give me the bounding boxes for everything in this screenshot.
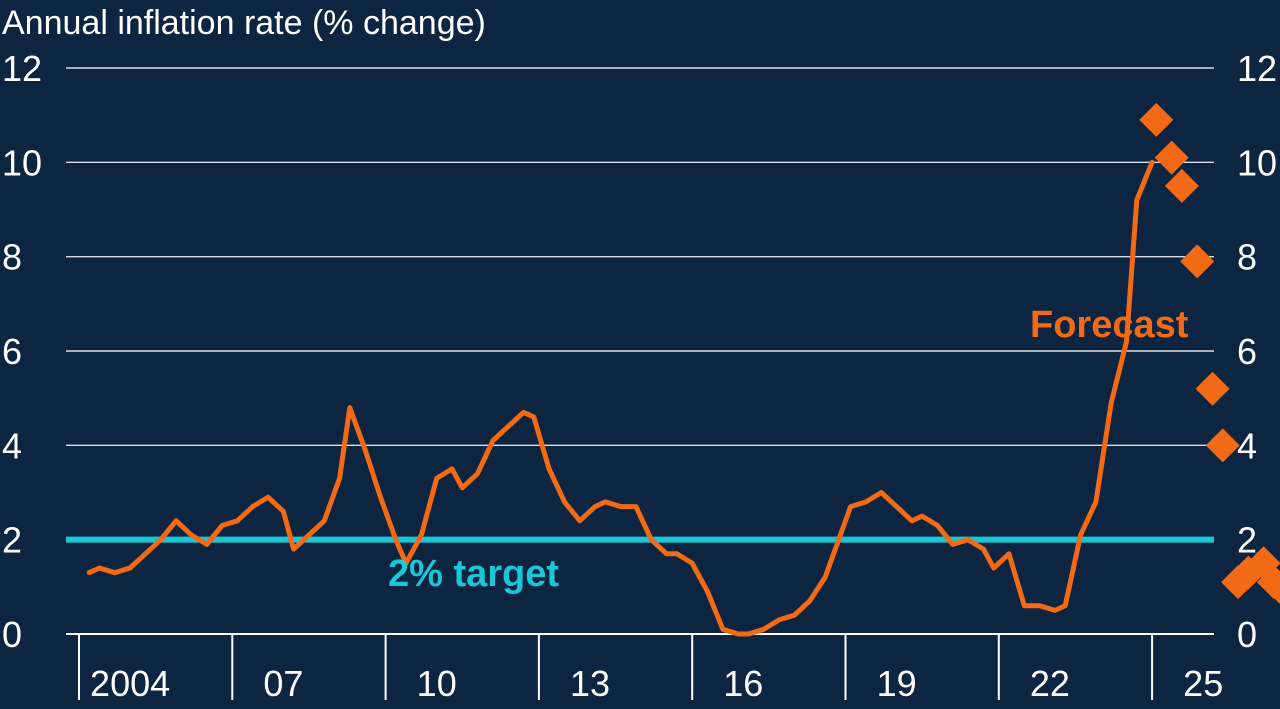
y-tick-label-left: 2 (2, 520, 22, 561)
target-label: 2% target (388, 553, 559, 595)
y-tick-label-right: 4 (1237, 425, 1257, 466)
x-tick-label: 19 (877, 663, 917, 704)
forecast-point (1139, 102, 1174, 137)
forecast-point (1195, 371, 1230, 406)
y-tick-label-right: 10 (1237, 142, 1277, 183)
y-tick-label-left: 8 (2, 237, 22, 278)
y-tick-label-left: 10 (2, 142, 42, 183)
forecast-points (1139, 102, 1280, 605)
forecast-point (1154, 140, 1189, 175)
forecast-point (1272, 588, 1280, 605)
y-tick-label-right: 2 (1237, 520, 1257, 561)
y-tick-label-right: 12 (1237, 48, 1277, 89)
y-tick-labels: 0 0 2 2 4 4 6 6 8 8 10 10 12 12 (2, 48, 1277, 655)
y-tick-label-left: 6 (2, 331, 22, 372)
x-axis: 2004 07 10 13 16 19 22 25 (66, 633, 1223, 704)
y-tick-label-right: 8 (1237, 237, 1257, 278)
forecast-point (1256, 565, 1280, 600)
x-tick-label: 22 (1030, 663, 1070, 704)
forecast-point (1164, 168, 1199, 203)
x-tick-label: 07 (263, 663, 303, 704)
series-line (86, 159, 1155, 637)
inflation-series (86, 159, 1155, 637)
y-tick-label-right: 6 (1237, 331, 1257, 372)
forecast-point (1180, 244, 1215, 279)
y-tick-label-right: 0 (1237, 614, 1257, 655)
y-tick-label-left: 0 (2, 614, 22, 655)
x-tick-label: 10 (417, 663, 457, 704)
x-tick-label: 25 (1183, 663, 1223, 704)
forecast-point (1205, 428, 1240, 463)
y-tick-label-left: 4 (2, 425, 22, 466)
chart-title: Annual inflation rate (% change) (2, 4, 486, 42)
x-tick-label: 2004 (90, 663, 170, 704)
y-tick-label-left: 12 (2, 48, 42, 89)
x-tick-label: 16 (723, 663, 763, 704)
x-tick-label: 13 (570, 663, 610, 704)
forecast-label: Forecast (1030, 304, 1189, 346)
